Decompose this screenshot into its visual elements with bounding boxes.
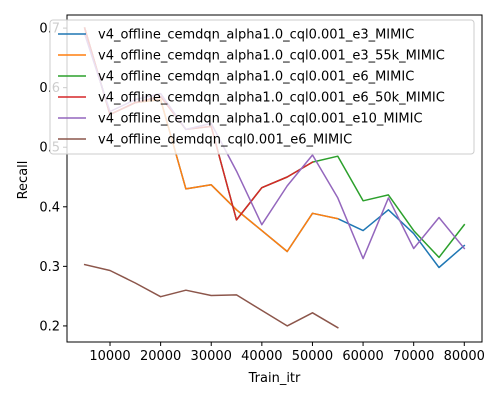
- legend-entry-2: v4_offline_cemdqn_alpha1.0_cql0.001_e3_5…: [98, 49, 445, 64]
- y-tick-label: 0.2: [39, 319, 60, 334]
- legend-entry-5: v4_offline_cemdqn_alpha1.0_cql0.001_e10_…: [98, 112, 423, 127]
- y-axis-label: Recall: [16, 161, 31, 200]
- x-tick-label: 80000: [444, 349, 485, 364]
- series-line-6: [83, 263, 339, 329]
- y-tick-label: 0.3: [39, 260, 60, 275]
- x-tick-label: 10000: [89, 349, 130, 364]
- x-tick-label: 20000: [140, 349, 181, 364]
- y-tick-label: 0.4: [39, 200, 60, 215]
- legend: v4_offline_cemdqn_alpha1.0_cql0.001_e3_M…: [49, 19, 475, 155]
- x-axis-label: Train_itr: [248, 371, 301, 386]
- x-tick-label: 30000: [191, 349, 232, 364]
- legend-entry-6: v4_offline_demdqn_cql0.001_e6_MIMIC: [98, 133, 352, 148]
- plot-frame: [66, 14, 483, 343]
- legend-entry-1: v4_offline_cemdqn_alpha1.0_cql0.001_e3_M…: [98, 28, 414, 43]
- legend-entry-4: v4_offline_cemdqn_alpha1.0_cql0.001_e6_5…: [98, 91, 445, 106]
- legend-entry-3: v4_offline_cemdqn_alpha1.0_cql0.001_e6_M…: [98, 70, 414, 85]
- x-tick-label: 50000: [292, 349, 333, 364]
- x-tick-label: 60000: [342, 349, 383, 364]
- legend-box: [49, 19, 475, 155]
- x-tick-label: 40000: [241, 349, 282, 364]
- x-tick-label: 70000: [393, 349, 434, 364]
